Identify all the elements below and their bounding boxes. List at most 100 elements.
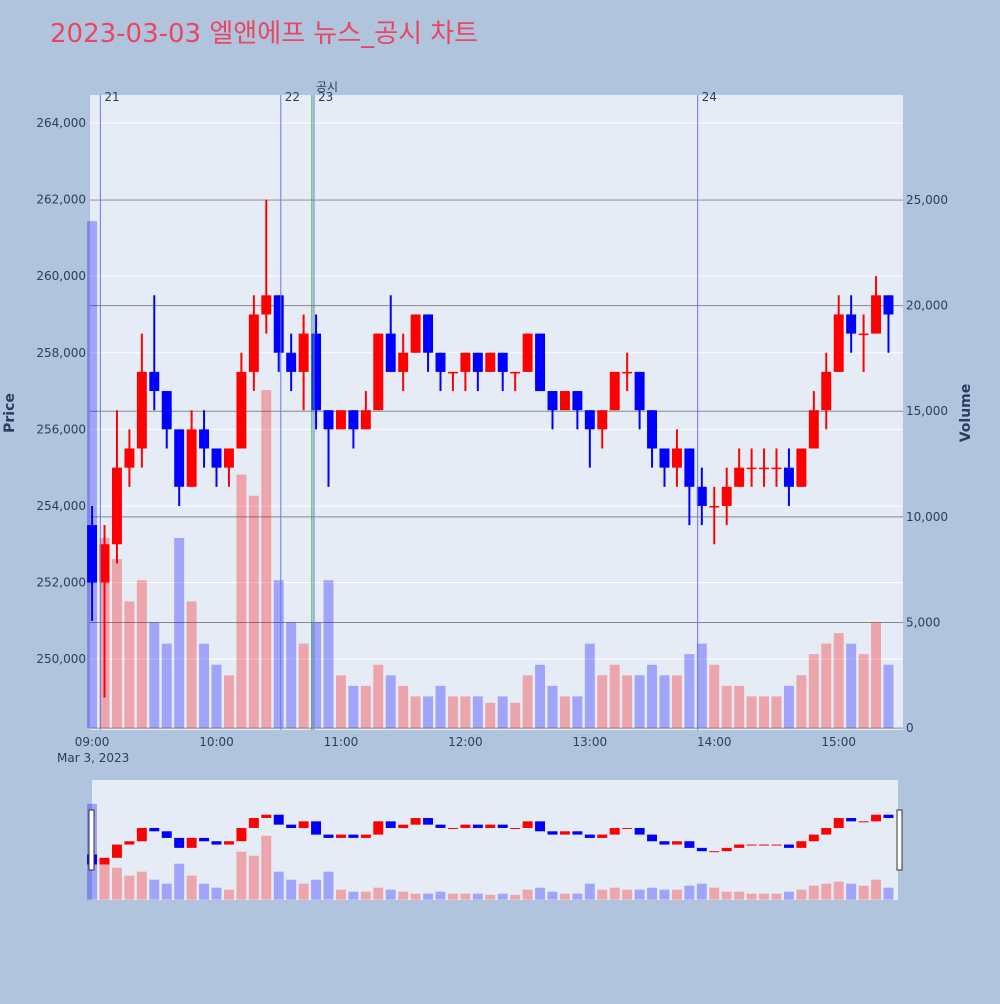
slider-volume-bar bbox=[808, 885, 819, 900]
y-tick-label: 256,000 bbox=[36, 422, 86, 436]
slider-volume-bar bbox=[199, 883, 210, 900]
slider-handle bbox=[88, 809, 95, 871]
slider-candle-body bbox=[759, 844, 770, 846]
slider-candle-body bbox=[348, 834, 359, 838]
candle-body bbox=[559, 391, 570, 411]
plot-area bbox=[90, 95, 903, 730]
volume-bar bbox=[771, 696, 782, 729]
volume-bar bbox=[261, 390, 272, 729]
candle-body bbox=[423, 314, 434, 353]
y-tick-label: 252,000 bbox=[36, 576, 86, 590]
candle-body bbox=[211, 448, 222, 468]
candle-body bbox=[360, 410, 371, 430]
candle-body bbox=[186, 429, 197, 487]
slider-candle-body bbox=[559, 831, 570, 835]
slider-volume-bar bbox=[846, 883, 857, 900]
y2-tick-label: 0 bbox=[906, 721, 914, 735]
slider-candle-body bbox=[634, 827, 645, 835]
slider-candle-body bbox=[858, 821, 869, 823]
y-tick-label: 262,000 bbox=[36, 193, 86, 207]
volume-bar bbox=[311, 622, 322, 729]
candle-body bbox=[136, 371, 147, 449]
slider-volume-bar bbox=[659, 889, 670, 900]
volume-bar bbox=[821, 643, 832, 729]
slider-candle-body bbox=[398, 824, 409, 828]
slider-volume-bar bbox=[597, 889, 608, 900]
x-tick-label: 10:00 bbox=[199, 735, 234, 749]
slider-candle-body bbox=[846, 818, 857, 822]
slider-volume-bar bbox=[136, 871, 147, 900]
volume-bar bbox=[87, 221, 98, 729]
volume-bar bbox=[161, 643, 172, 729]
slider-volume-bar bbox=[684, 885, 695, 900]
candle-body bbox=[111, 467, 122, 545]
slider-volume-bar bbox=[360, 891, 371, 900]
volume-bar bbox=[783, 685, 794, 729]
slider-volume-bar bbox=[833, 881, 844, 900]
volume-bar bbox=[435, 685, 446, 729]
volume-bar bbox=[647, 664, 658, 729]
volume-bar bbox=[858, 654, 869, 729]
candle-body bbox=[671, 448, 682, 468]
slider-candle-body bbox=[223, 841, 234, 845]
slider-candle-body bbox=[622, 827, 633, 829]
candle-body bbox=[248, 314, 259, 372]
candle-body bbox=[99, 544, 110, 583]
slider-volume-bar bbox=[858, 885, 869, 900]
volume-bar bbox=[597, 675, 608, 729]
slider-candle-body bbox=[808, 834, 819, 842]
slider-candle-body bbox=[261, 814, 272, 819]
volume-bar bbox=[572, 696, 583, 729]
volume-bar bbox=[609, 664, 620, 729]
slider-volume-bar bbox=[497, 893, 508, 900]
slider-candle-body bbox=[435, 824, 446, 828]
slider-volume-bar bbox=[447, 893, 458, 900]
slider-volume-bar bbox=[547, 891, 558, 900]
slider-volume-bar bbox=[298, 883, 309, 900]
candle-body bbox=[597, 410, 608, 430]
candle-body bbox=[124, 448, 135, 468]
slider-volume-bar bbox=[485, 894, 496, 900]
slider-volume-bar bbox=[311, 879, 322, 900]
slider-volume-bar bbox=[634, 889, 645, 900]
slider-candle-body bbox=[360, 834, 371, 838]
range-slider[interactable] bbox=[92, 780, 898, 900]
volume-bar bbox=[659, 675, 670, 729]
slider-volume-bar bbox=[174, 863, 185, 900]
slider-candle-body bbox=[684, 841, 695, 848]
volume-bar bbox=[423, 696, 434, 729]
candle-body bbox=[883, 295, 894, 315]
candle-body bbox=[149, 371, 160, 392]
candle-body bbox=[647, 410, 658, 449]
slider-candle-body bbox=[136, 827, 147, 842]
slider-volume-bar bbox=[647, 887, 658, 900]
volume-bar bbox=[124, 601, 135, 729]
candle-body bbox=[497, 352, 508, 372]
volume-bar bbox=[186, 601, 197, 729]
volume-bar bbox=[796, 675, 807, 729]
volume-bar bbox=[746, 696, 757, 729]
slider-candle-body bbox=[584, 834, 595, 838]
candle-body bbox=[634, 371, 645, 411]
slider-candle-body bbox=[572, 831, 583, 835]
slider-volume-bar bbox=[559, 893, 570, 900]
slider-candle-body bbox=[111, 844, 122, 858]
volume-bar bbox=[808, 654, 819, 729]
slider-volume-bar bbox=[248, 855, 259, 900]
candle-body bbox=[808, 410, 819, 449]
slider-volume-bar bbox=[771, 893, 782, 900]
candle-body bbox=[572, 391, 583, 411]
candle-body bbox=[460, 352, 471, 372]
slider-candle-body bbox=[410, 818, 421, 825]
slider-volume-bar bbox=[348, 891, 359, 900]
slider-volume-bar bbox=[211, 887, 222, 900]
candle-body bbox=[684, 448, 695, 487]
volume-bar bbox=[522, 675, 533, 729]
annotation-label: 24 bbox=[702, 90, 717, 104]
candle-body bbox=[709, 505, 720, 508]
candle-body bbox=[174, 429, 185, 487]
candle-body bbox=[746, 467, 757, 470]
volume-bar bbox=[211, 664, 222, 729]
candle-body bbox=[472, 352, 483, 372]
